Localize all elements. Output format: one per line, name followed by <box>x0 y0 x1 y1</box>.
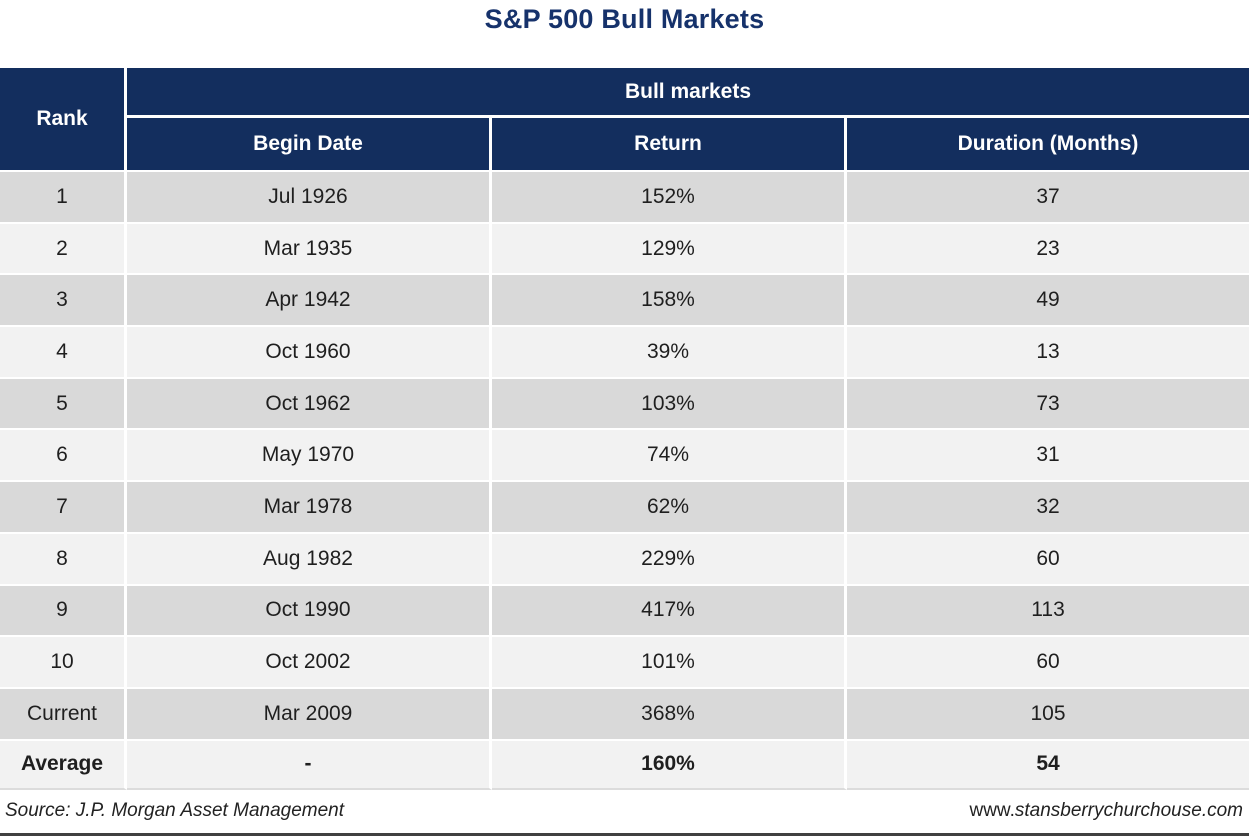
duration-cell: 13 <box>847 325 1249 377</box>
rank-cell: 9 <box>0 583 127 636</box>
column-header-duration: Duration (Months) <box>847 118 1249 170</box>
website-domain: stansberrychurchouse.com <box>1014 800 1243 822</box>
return-cell: 368% <box>492 686 847 739</box>
begin-date-cell: - <box>127 738 492 791</box>
table-row: 2 Mar 1935 129% 23 <box>0 221 1249 274</box>
table-row: Average -160% 54 <box>0 738 1249 791</box>
begin-date-cell: Oct 2002 <box>127 635 492 687</box>
page-title: S&P 500 Bull Markets <box>484 4 765 34</box>
duration-cell: 60 <box>847 531 1249 584</box>
return-cell: 158% <box>492 273 847 326</box>
rank-cell: 1 <box>0 170 127 222</box>
bull-markets-table: Rank Bull markets Begin Date Return Dura… <box>0 68 1249 791</box>
duration-cell: 32 <box>847 480 1249 532</box>
rank-cell: 4 <box>0 325 127 377</box>
duration-cell: 23 <box>847 221 1249 274</box>
group-header-row: Rank Bull markets <box>0 68 1249 170</box>
table-row: 9 Oct 1990 417% 113 <box>0 583 1249 636</box>
begin-date-cell: Mar 1978 <box>127 480 492 532</box>
website-prefix: www. <box>969 800 1015 822</box>
duration-cell: 73 <box>847 376 1249 429</box>
table-row: 10 Oct 2002 101% 60 <box>0 635 1249 687</box>
table-row: 1 Jul 1926 152% 37 <box>0 170 1249 222</box>
table-row: 4 Oct 1960 39% 13 <box>0 325 1249 377</box>
begin-date-cell: Mar 2009 <box>127 686 492 739</box>
return-cell: 74% <box>492 428 847 481</box>
begin-date-cell: Oct 1962 <box>127 376 492 429</box>
return-cell: 62% <box>492 480 847 532</box>
rank-cell: 3 <box>0 273 127 326</box>
rank-cell: Current <box>0 686 127 739</box>
table-header: Rank Bull markets Begin Date Return Dura… <box>0 68 1249 170</box>
duration-cell: 105 <box>847 686 1249 739</box>
rank-cell: 2 <box>0 221 127 274</box>
column-header-rank: Rank <box>0 68 127 170</box>
return-cell: 39% <box>492 325 847 377</box>
table-body: 1 Jul 1926 152% 37 2 Mar 1935 129% 23 3 Apr 1942 1… <box>0 170 1249 791</box>
begin-date-cell: Oct 1990 <box>127 583 492 636</box>
duration-cell: 31 <box>847 428 1249 481</box>
duration-cell: 49 <box>847 273 1249 326</box>
table-row: 6 May 1970 74% 31 <box>0 428 1249 481</box>
return-cell: 129% <box>492 221 847 274</box>
website-text: www.stansberrychurchouse.com <box>969 800 1243 822</box>
footer: Source: J.P. Morgan Asset Management www… <box>0 790 1249 832</box>
source-note: Source: J.P. Morgan Asset Management <box>5 800 345 822</box>
column-header-begin-date: Begin Date <box>127 118 492 170</box>
begin-date-cell: Mar 1935 <box>127 221 492 274</box>
return-cell: 103% <box>492 376 847 429</box>
table-row: 5 Oct 1962 103% 73 <box>0 376 1249 429</box>
sub-header-row: Begin Date Return Duration (Months) <box>0 118 1249 170</box>
rank-cell: Average <box>0 738 127 791</box>
return-cell: 152% <box>492 170 847 222</box>
rank-cell: 5 <box>0 376 127 429</box>
bottom-rule <box>0 833 1249 836</box>
table-row: 7 Mar 1978 62% 32 <box>0 480 1249 532</box>
duration-cell: 37 <box>847 170 1249 222</box>
duration-cell: 60 <box>847 635 1249 687</box>
begin-date-cell: Jul 1926 <box>127 170 492 222</box>
duration-cell: 54 <box>847 738 1249 791</box>
rank-cell: 7 <box>0 480 127 532</box>
begin-date-cell: Aug 1982 <box>127 531 492 584</box>
return-cell: 101% <box>492 635 847 687</box>
begin-date-cell: Apr 1942 <box>127 273 492 326</box>
duration-cell: 113 <box>847 583 1249 636</box>
group-header-bull-markets: Bull markets <box>127 68 1249 118</box>
return-cell: 417% <box>492 583 847 636</box>
rank-cell: 6 <box>0 428 127 481</box>
table-row: Current Mar 2009 368% 105 <box>0 686 1249 739</box>
table-row: 8 Aug 1982 229% 60 <box>0 531 1249 584</box>
rank-cell: 10 <box>0 635 127 687</box>
return-cell: 229% <box>492 531 847 584</box>
rank-cell: 8 <box>0 531 127 584</box>
column-header-return: Return <box>492 118 847 170</box>
begin-date-cell: Oct 1960 <box>127 325 492 377</box>
table-row: 3 Apr 1942 158% 49 <box>0 273 1249 326</box>
begin-date-cell: May 1970 <box>127 428 492 481</box>
return-cell: 160% <box>492 738 847 791</box>
